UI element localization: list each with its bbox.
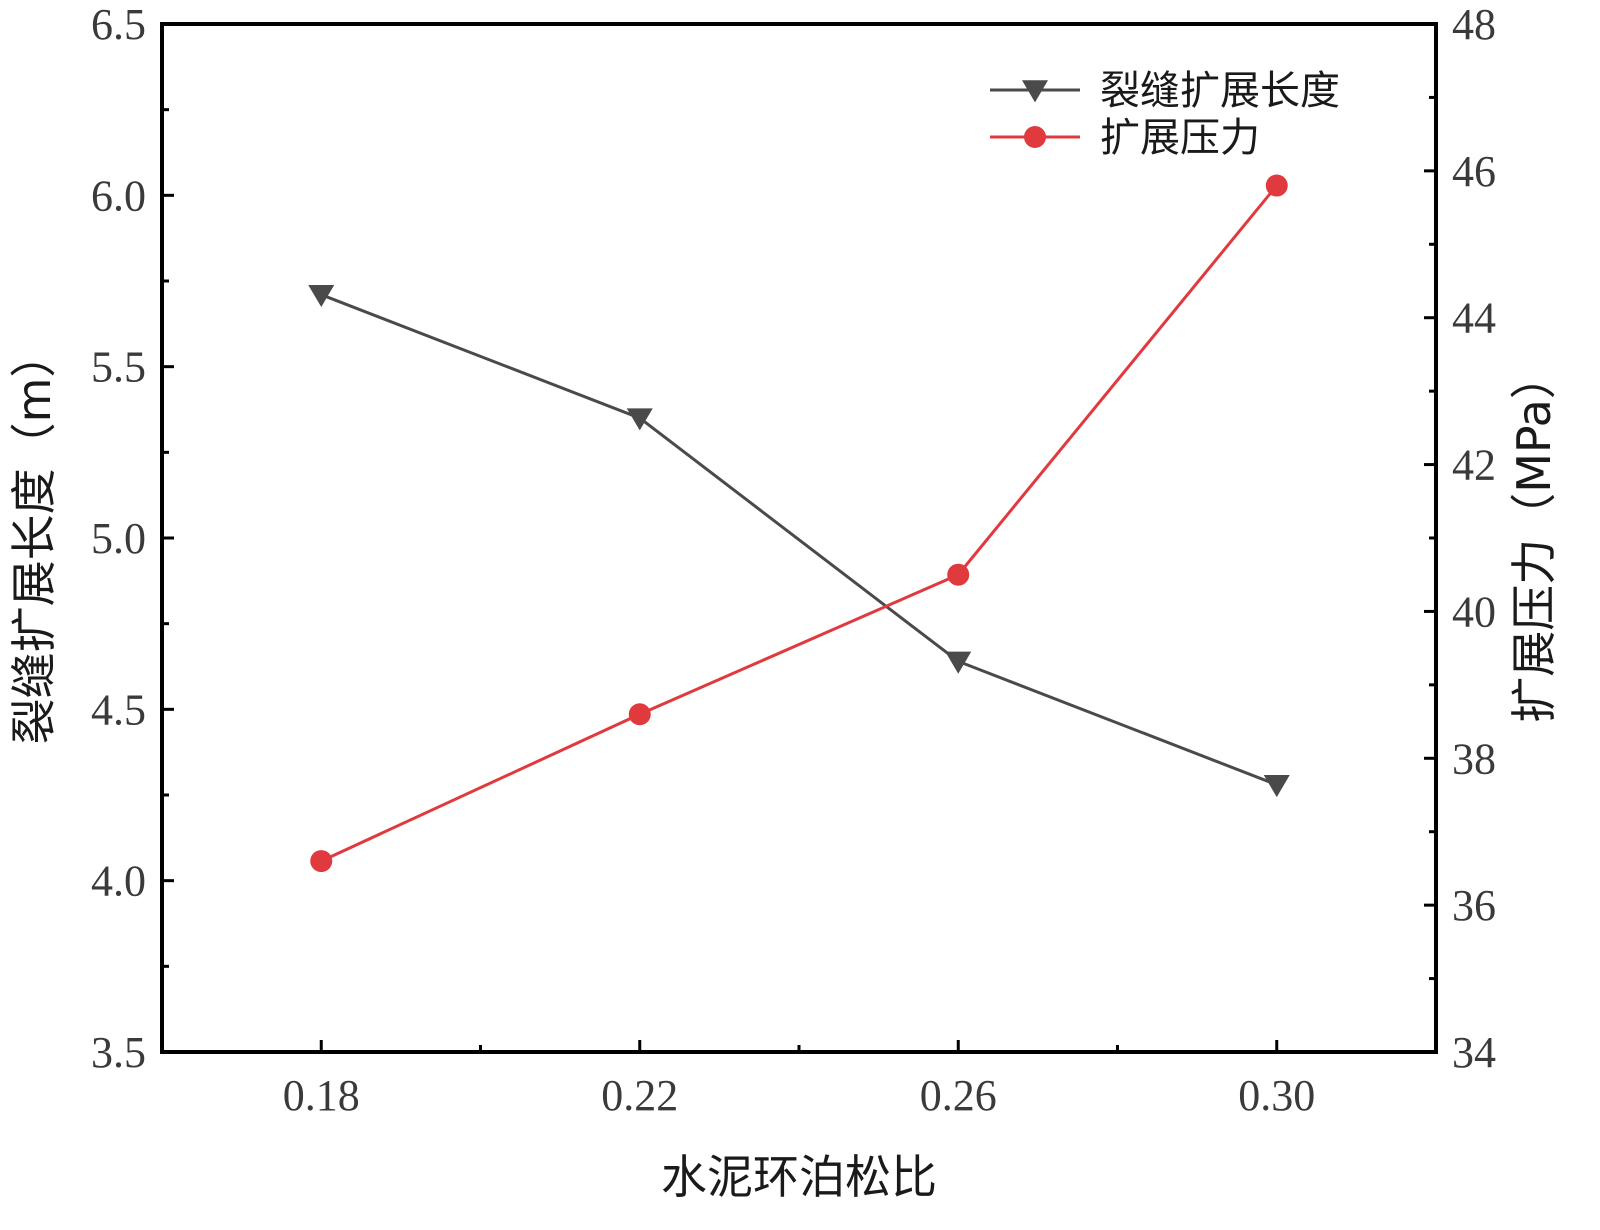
right-tick-label: 38 — [1452, 734, 1496, 783]
x-tick-label: 0.18 — [283, 1071, 360, 1120]
legend-item: 扩展压力 — [990, 115, 1260, 161]
data-point-circle — [310, 850, 333, 873]
legend-label: 扩展压力 — [1100, 115, 1260, 161]
legend-circle-icon — [1024, 126, 1046, 148]
right-tick-label: 44 — [1452, 294, 1496, 343]
x-tick-label: 0.30 — [1238, 1071, 1315, 1120]
right-tick-label: 42 — [1452, 441, 1496, 490]
right-tick-label: 46 — [1452, 147, 1496, 196]
x-tick-label: 0.22 — [601, 1071, 678, 1120]
right-tick-label: 34 — [1452, 1028, 1496, 1077]
series-line — [320, 293, 1278, 787]
x-axis-title: 水泥环泊松比 — [661, 1150, 937, 1204]
data-point-circle — [1265, 174, 1288, 197]
data-point-circle — [947, 563, 970, 586]
left-tick-label: 4.5 — [91, 685, 146, 734]
right-tick-label: 36 — [1452, 881, 1496, 930]
axis-titles: 水泥环泊松比 裂缝扩展长度（m） 扩展压力（MPa） — [7, 332, 1561, 1204]
legend-triangle-icon — [1022, 80, 1048, 103]
data-point-triangle — [1263, 774, 1290, 798]
left-tick-label: 6.5 — [91, 0, 146, 49]
series-line — [320, 184, 1278, 863]
left-tick-label: 4.0 — [91, 857, 146, 906]
right-tick-label: 48 — [1452, 0, 1496, 49]
legend-item: 裂缝扩展长度 — [990, 68, 1340, 114]
right-y-axis-title: 扩展压力（MPa） — [1507, 353, 1561, 723]
data-point-circle — [628, 703, 651, 726]
right-tick-label: 40 — [1452, 587, 1496, 636]
data-point-triangle — [626, 408, 653, 431]
left-tick-label: 5.5 — [91, 343, 146, 392]
series-triangle-down — [308, 284, 1290, 798]
left-tick-label: 6.0 — [91, 171, 146, 220]
data-point-triangle — [945, 651, 972, 674]
x-tick-label: 0.26 — [920, 1071, 997, 1120]
axis-ticks: 0.18 0.22 0.26 0.30 3.5 4.0 4.5 5.0 5.5 6.0 6.5 34 3… — [91, 0, 1496, 1120]
left-y-axis-title: 裂缝扩展长度（m） — [7, 332, 61, 745]
series-circle — [310, 174, 1288, 873]
legend-label: 裂缝扩展长度 — [1100, 68, 1340, 114]
series-layer — [308, 174, 1290, 873]
left-tick-label: 5.0 — [91, 514, 146, 563]
data-point-triangle — [308, 284, 335, 308]
left-tick-label: 3.5 — [91, 1028, 146, 1077]
